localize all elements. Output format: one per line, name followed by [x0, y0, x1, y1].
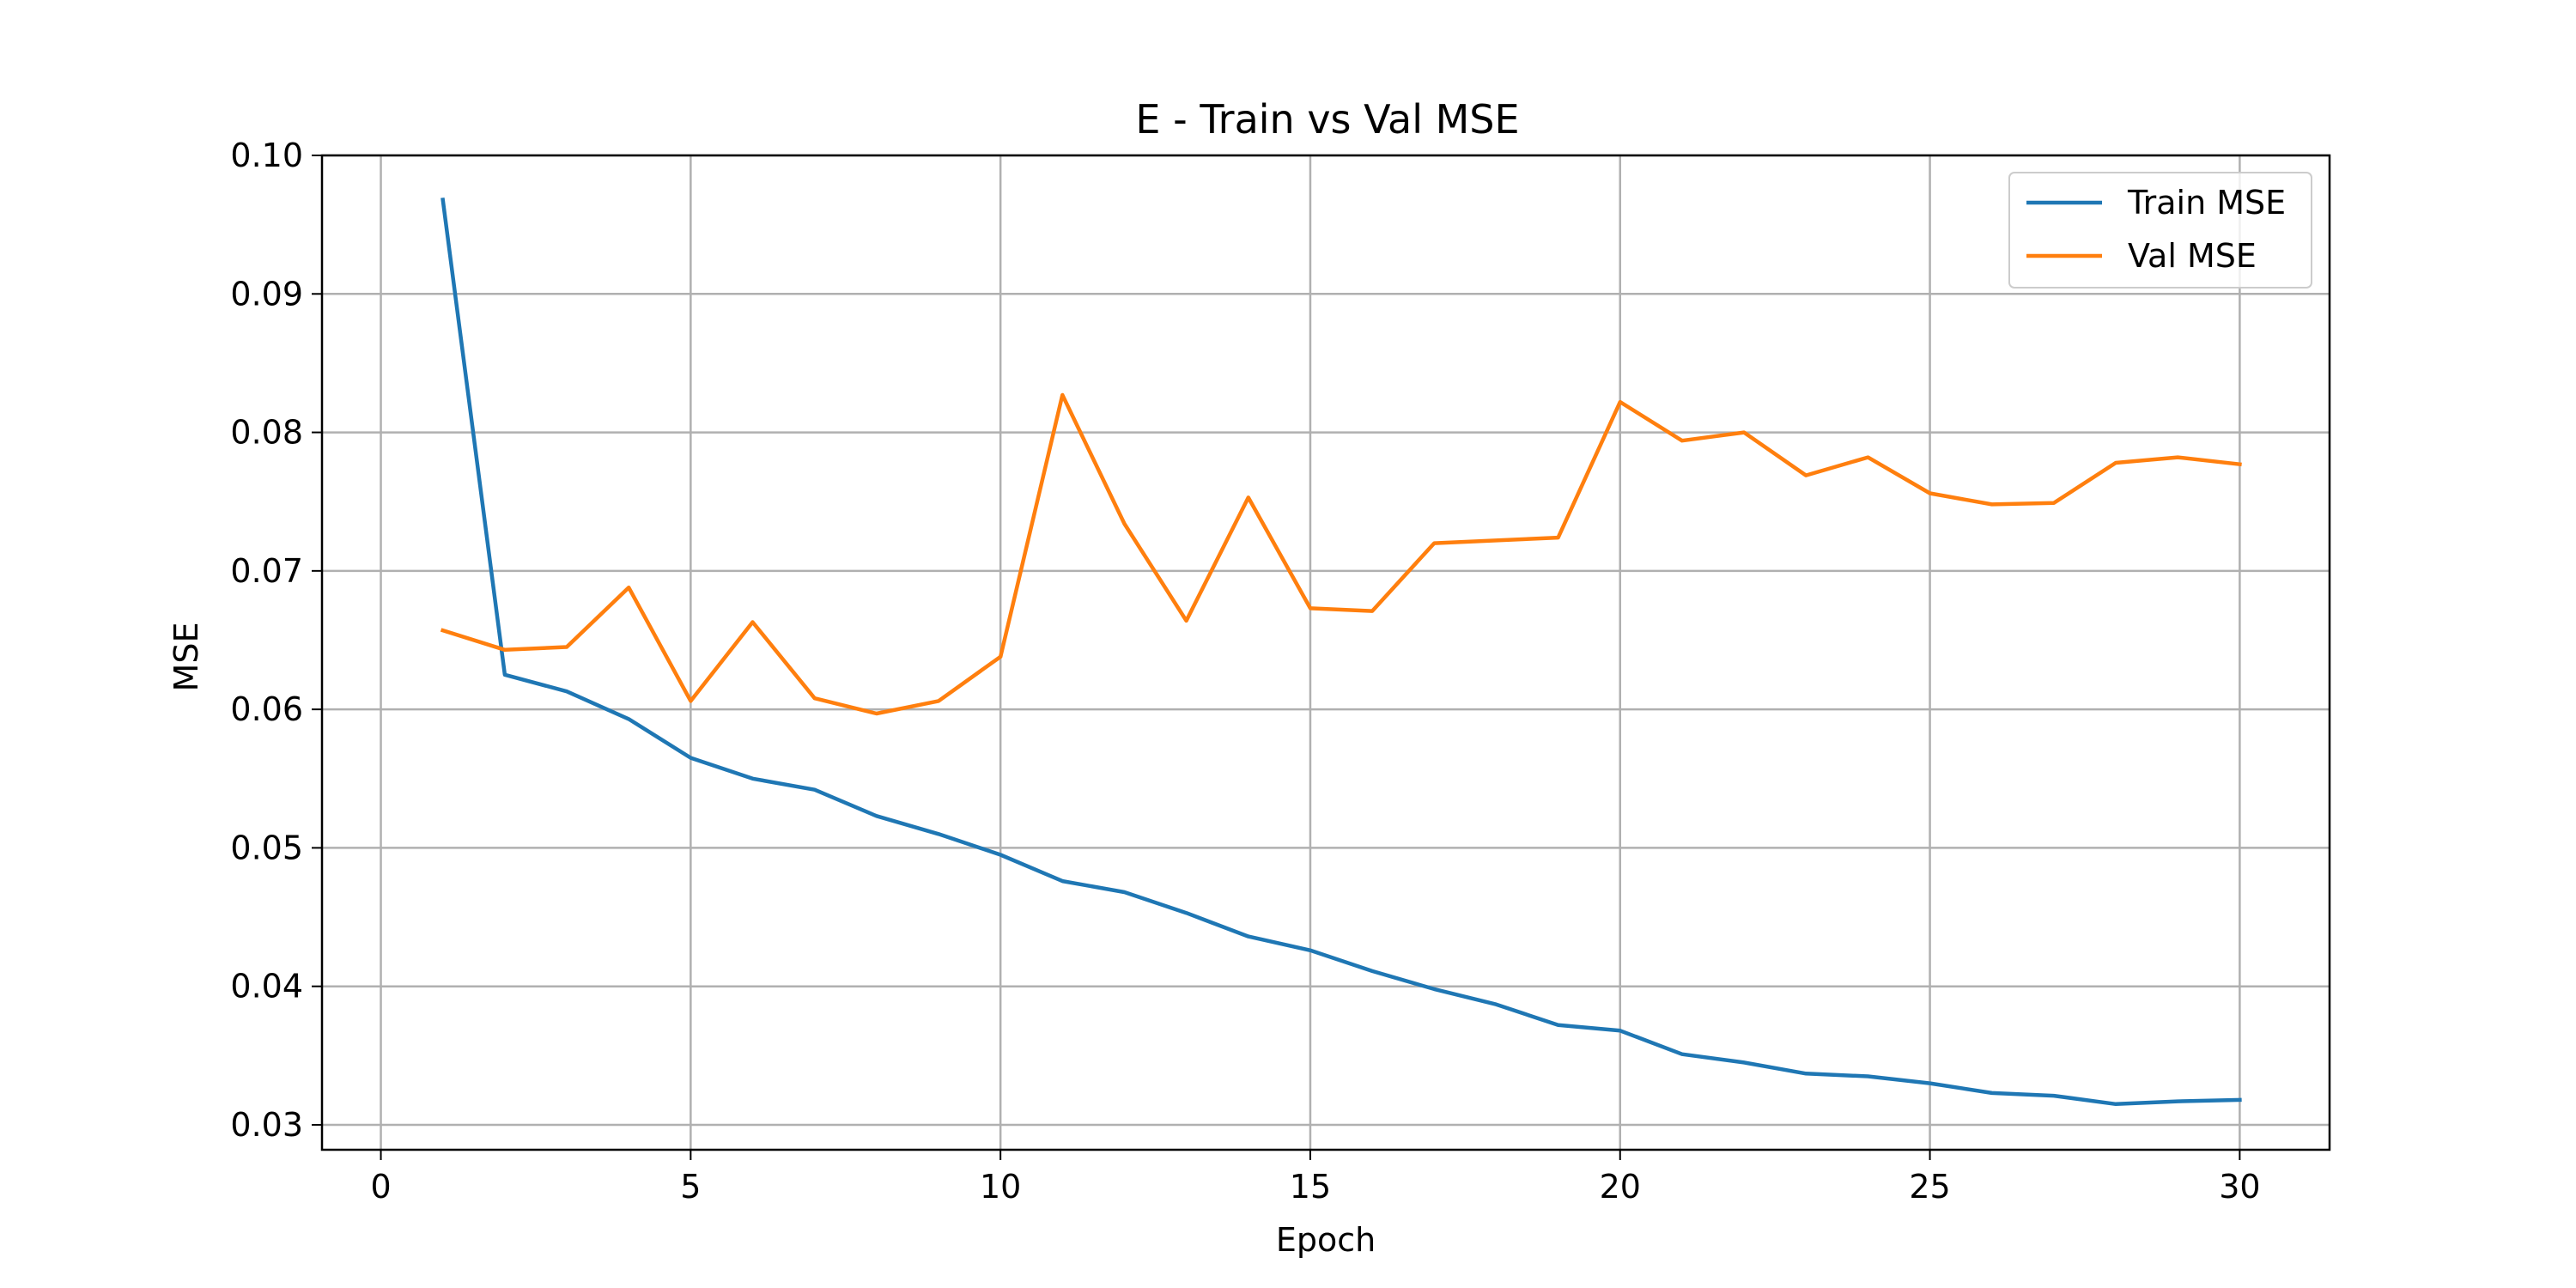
plot-area: [320, 154, 2331, 1151]
y-axis-label: MSE: [167, 623, 205, 692]
series-line-val-mse: [440, 392, 2242, 716]
x-tick-label: 20: [1600, 1168, 1641, 1206]
x-tick-label: 0: [370, 1168, 391, 1206]
plot-frame: [320, 154, 2331, 1151]
x-tick-label: 15: [1290, 1168, 1331, 1206]
y-tick-label: 0.09: [230, 275, 303, 313]
chart-title: E - Train vs Val MSE: [1135, 96, 1519, 143]
y-tick-label: 0.07: [230, 552, 303, 590]
y-tick-label: 0.06: [230, 690, 303, 728]
x-axis-label: Epoch: [1276, 1221, 1376, 1259]
y-axis-ticks: 0.03 0.04 0.05 0.06 0.07 0.08 0.09 0.10: [230, 137, 322, 1144]
y-tick-label: 0.10: [230, 137, 303, 174]
series-line-train-mse: [440, 197, 2242, 1107]
x-axis-ticks: 0 5 10 15 20 25 30: [370, 1150, 2261, 1206]
legend-label-train-mse: Train MSE: [2127, 184, 2286, 222]
legend-label-val-mse: Val MSE: [2128, 237, 2257, 275]
plot-background: [322, 155, 2330, 1150]
legend: Train MSE Val MSE: [2008, 172, 2312, 289]
series-layer: [440, 197, 2242, 1107]
y-tick-label: 0.04: [230, 968, 303, 1005]
x-tick-label: 10: [980, 1168, 1021, 1206]
y-tick-label: 0.08: [230, 414, 303, 452]
x-tick-label: 5: [680, 1168, 701, 1206]
x-tick-label: 25: [1909, 1168, 1950, 1206]
y-tick-label: 0.03: [230, 1106, 303, 1144]
y-tick-label: 0.05: [230, 829, 303, 866]
x-tick-label: 30: [2219, 1168, 2260, 1206]
